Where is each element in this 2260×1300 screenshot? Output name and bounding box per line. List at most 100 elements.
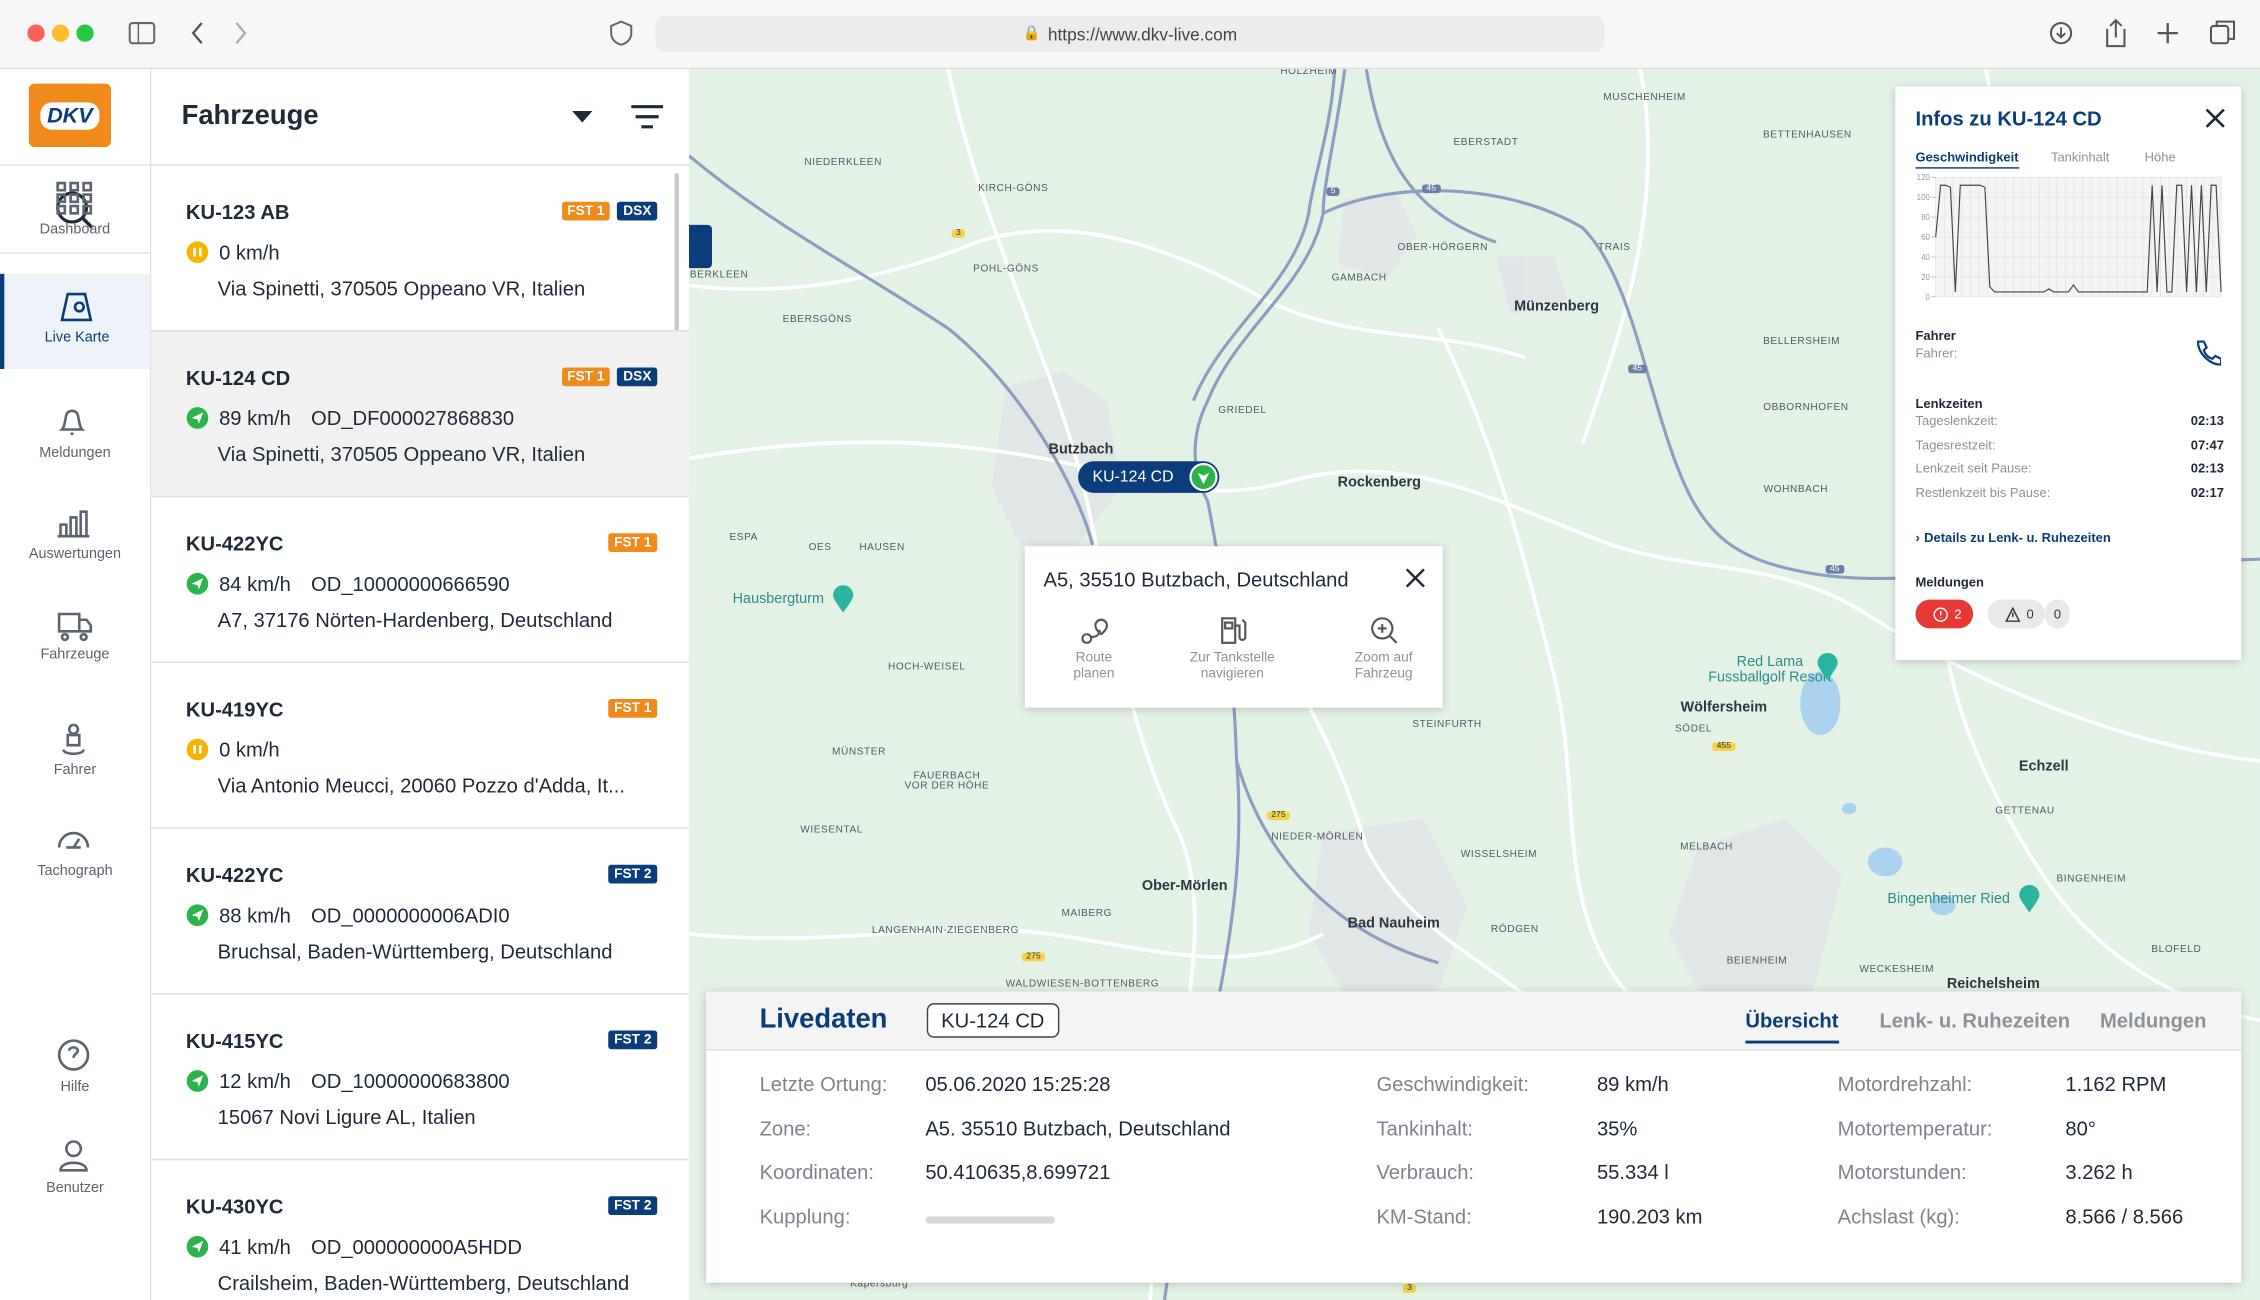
vehicle-item[interactable]: KU-430YC FST 2 41 km/h OD_000000000A5HDD Cra… (151, 1160, 689, 1300)
status-row: 0 km/h (186, 738, 280, 761)
marker-label: KU-124 CD (1092, 468, 1174, 486)
badge: FST 2 (608, 1196, 658, 1216)
nav-item[interactable]: Dashboard (0, 166, 150, 261)
field-value: 55.334 l (1596, 1160, 1669, 1184)
count: 0 (2053, 606, 2062, 622)
road-shield: 275 (1021, 952, 1045, 962)
live-tab[interactable]: Lenk- u. Ruhezeiten (1879, 1008, 2071, 1032)
action-label: Route planen (1073, 650, 1115, 682)
field-label: Verbrauch: (1376, 1160, 1475, 1184)
field-value: 8.566 / 8.566 (2065, 1205, 2184, 1229)
road-shield: 5 (1326, 187, 1340, 197)
badges: FST 1 (608, 533, 658, 553)
map-label: BETTENHAUSEN (1763, 130, 1852, 141)
message-count[interactable]: 0 (2045, 599, 2070, 629)
nav-item[interactable]: Meldungen (0, 389, 150, 470)
popup-action[interactable]: Route planen (1029, 614, 1159, 682)
field-label: Geschwindigkeit: (1376, 1072, 1529, 1096)
field-label: Koordinaten: (759, 1160, 875, 1184)
speed: 41 km/h (219, 1235, 291, 1259)
chart-tab[interactable]: Geschwindigkeit (1915, 150, 2019, 169)
badges: FST 2 (608, 1196, 658, 1216)
close-button[interactable] (1405, 568, 1425, 588)
nav-label: Tachograph (37, 863, 113, 880)
status-row: 41 km/h OD_000000000A5HDD (186, 1235, 522, 1258)
vehicle-item[interactable]: KU-123 AB FST 1 DSX 0 km/h Via Spinetti, 370… (151, 166, 689, 332)
map-label: Kapersburg (850, 1279, 909, 1290)
message-count[interactable]: 0 (1987, 599, 2046, 629)
field-label: Achslast (kg): (1837, 1205, 1960, 1229)
browser-toolbar: 🔒 https://www.dkv-live.com (0, 0, 2260, 70)
vehicle-marker[interactable]: KU-124 CD (1078, 461, 1220, 493)
address-bar[interactable]: 🔒 https://www.dkv-live.com (655, 15, 1605, 52)
logo[interactable]: DKV (28, 83, 111, 148)
list-title: Fahrzeuge (181, 100, 319, 132)
icon (57, 831, 90, 849)
scrollbar[interactable] (674, 172, 679, 332)
nav-item[interactable]: Live Karte (0, 273, 150, 369)
close-button[interactable] (2204, 107, 2227, 130)
address: Via Spinetti, 370505 Oppeano VR, Italien (217, 276, 586, 300)
map-label: Bad Nauheim (1347, 915, 1440, 932)
message-count[interactable]: 2 (1915, 599, 1974, 629)
speed: 0 km/h (219, 737, 280, 762)
popup-action[interactable]: Zur Tankstelle navigieren (1167, 614, 1297, 682)
nav-item[interactable]: Auswertungen (0, 490, 150, 571)
nav-item[interactable]: Hilfe (0, 1023, 150, 1104)
map-label: GAMBACH (1331, 273, 1387, 284)
logo-text: DKV (39, 101, 100, 129)
icon (193, 745, 202, 754)
vehicle-item[interactable]: KU-419YC FST 1 0 km/h Via Antonio Meucci, 2… (151, 663, 689, 829)
map-label: GETTENAU (1995, 806, 2055, 817)
map-roads (688, 69, 2260, 1300)
field-value: 1.162 RPM (2065, 1072, 2167, 1096)
chart-tab[interactable]: Höhe (2144, 149, 2176, 165)
badge: FST 1 (608, 533, 658, 553)
plate: KU-422YC (185, 531, 284, 555)
field-value: 35% (1596, 1116, 1638, 1140)
call-button[interactable] (2192, 337, 2222, 366)
popup-action[interactable]: Zoom auf Fahrzeug (1319, 614, 1449, 682)
icon (2005, 606, 2021, 622)
address: Via Spinetti, 370505 Oppeano VR, Italien (217, 442, 586, 466)
vehicle-item[interactable]: KU-422YC FST 1 84 km/h OD_10000000666590 A7,… (151, 497, 689, 663)
poi-pin (833, 585, 854, 613)
map-label: TRAIS (1597, 242, 1631, 253)
icon (191, 909, 204, 921)
map-label: WALDWIESEN-BOTTENBERG (1005, 979, 1160, 990)
nav-item[interactable]: Fahrer (0, 706, 150, 787)
map-label: Rockenberg (1337, 474, 1421, 491)
field-value: 05.06.2020 15:25:28 (925, 1072, 1111, 1096)
vehicle-item[interactable]: KU-422YC FST 2 88 km/h OD_0000000006ADI0 Bru… (151, 829, 689, 995)
chart-tab[interactable]: Tankinhalt (2050, 149, 2110, 165)
nav-item[interactable]: Fahrzeuge (0, 591, 150, 672)
nav-item[interactable]: Tachograph (0, 807, 150, 888)
map-label: SÖDEL (1674, 724, 1713, 735)
nav-label: Dashboard (39, 221, 111, 238)
map-label: Reichelsheim (1946, 976, 2040, 993)
map-label: BEIENHEIM (1726, 956, 1788, 967)
details-link[interactable]: › Details zu Lenk- u. Ruhezeiten (1915, 530, 2111, 545)
nav-item[interactable]: Benutzer (0, 1124, 150, 1205)
map-label: GRIEDEL (1218, 405, 1267, 416)
sidebar: DKV Dashboard Live Karte Meldungen Auswertu… (0, 69, 152, 1300)
info-panel: Infos zu KU-124 CD Fahrer Fahrer: Lenkze… (1895, 86, 2242, 661)
map-label: LANGENHAIN-ZIEGENBERG (871, 926, 1020, 937)
icon (59, 1140, 88, 1172)
speed: 88 km/h (219, 903, 291, 927)
live-tab[interactable]: Meldungen (2099, 1008, 2207, 1032)
field-label: KM-Stand: (1376, 1205, 1472, 1229)
vehicle-item[interactable]: KU-415YC FST 2 12 km/h OD_10000000683800 150… (151, 994, 689, 1161)
badges: FST 1 (608, 699, 658, 718)
vehicle-item[interactable]: KU-124 CD FST 1 DSX 89 km/h OD_DF00002786883… (151, 331, 689, 498)
map-label: NIEDERKLEEN (804, 157, 882, 168)
poi-pin (1817, 652, 1838, 681)
collapse-handle[interactable] (688, 224, 713, 269)
map-label: HOLZHEIM (1280, 69, 1338, 78)
y-tick-label: 100 (1917, 193, 1931, 202)
list-controls[interactable] (562, 98, 670, 135)
live-tab[interactable]: Übersicht (1745, 1009, 1839, 1044)
address: Bruchsal, Baden-Württemberg, Deutschland (217, 939, 613, 963)
map-label: Butzbach (1048, 441, 1114, 458)
status-row: 0 km/h (186, 241, 280, 264)
